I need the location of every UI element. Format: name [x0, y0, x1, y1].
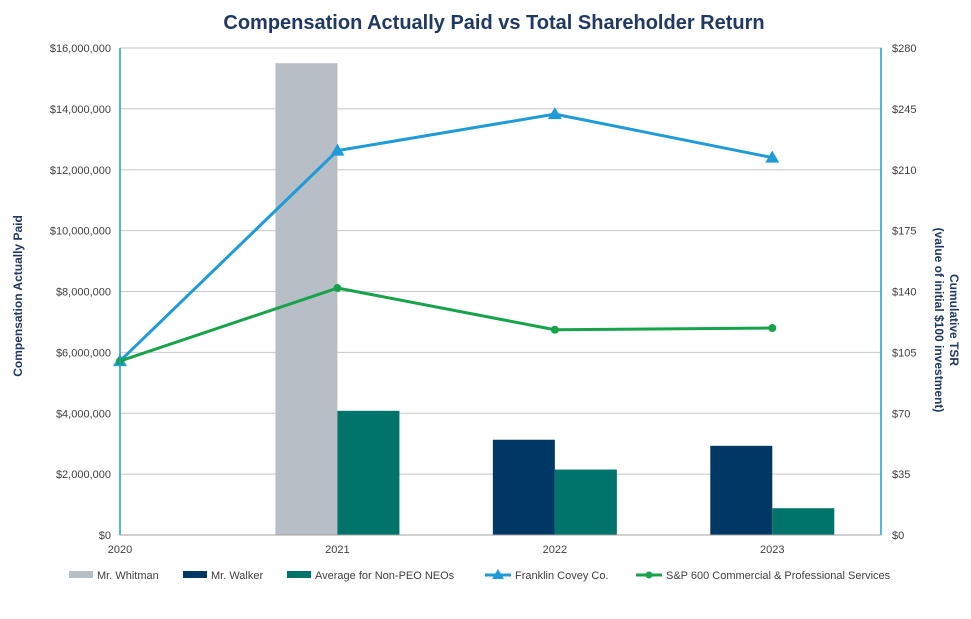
- x-tick-label: 2022: [543, 544, 567, 556]
- y-right-tick-label: $140: [892, 287, 916, 299]
- y-right-tick-label: $210: [892, 165, 916, 177]
- bars-group: [275, 63, 835, 535]
- legend-marker-triangle: [492, 569, 504, 579]
- y-right-tick-label: $35: [892, 469, 910, 481]
- y-right-tick-label: $245: [892, 104, 916, 116]
- legend: Mr. Whitman Mr. Walker Average for Non-PEO…: [69, 569, 891, 582]
- legend-swatch: [69, 571, 93, 578]
- chart-title: Compensation Actually Paid vs Total Shar…: [223, 12, 764, 34]
- bar-average-for-non-peo-neos: [772, 508, 835, 535]
- legend-label: S&P 600 Commercial & Professional Servic…: [666, 570, 891, 582]
- y-axis-right-label-line1: Cumulative TSR: [947, 274, 961, 366]
- bar-mr-walker: [492, 439, 555, 535]
- legend-label: Mr. Whitman: [97, 570, 159, 582]
- line-point-triangle: [765, 150, 780, 163]
- y-left-tick-label: $12,000,000: [50, 165, 111, 177]
- y-right-tick-label: $0: [892, 530, 904, 542]
- legend-swatch: [287, 571, 311, 578]
- y-left-tick-label: $4,000,000: [56, 408, 111, 420]
- line-point-triangle: [330, 143, 345, 156]
- y-axis-left-label: Compensation Actually Paid: [11, 215, 25, 377]
- line-point-circle: [333, 284, 342, 293]
- x-tick-label: 2020: [108, 544, 132, 556]
- line-point-circle: [768, 324, 777, 333]
- y-axis-right-label-line2: (value of initial $100 investment): [932, 228, 946, 413]
- y-left-tick-label: $10,000,000: [50, 226, 111, 238]
- y-right-tick-label: $70: [892, 408, 910, 420]
- line-franklin-covey-co-: [118, 112, 773, 363]
- x-tick-label: 2023: [760, 544, 784, 556]
- lines-group: [113, 107, 780, 367]
- y-right-tick-label: $105: [892, 347, 916, 359]
- y-left-tick-label: $2,000,000: [56, 469, 111, 481]
- line-s-p-600-commercial-professional-services: [119, 286, 773, 363]
- y-left-tick-label: $0: [99, 530, 111, 542]
- y-left-tick-label: $16,000,000: [50, 43, 111, 55]
- legend-label: Franklin Covey Co.: [515, 570, 609, 582]
- line-point-circle: [550, 325, 559, 334]
- y-left-tick-label: $14,000,000: [50, 104, 111, 116]
- legend-swatch: [183, 571, 207, 578]
- axes-group: $0 $0 $2,000,000 $35 $4,000,000 $70 $6,000,000…: [50, 43, 917, 556]
- x-tick-label: 2021: [325, 544, 349, 556]
- y-left-tick-label: $6,000,000: [56, 347, 111, 359]
- bar-mr-walker: [710, 445, 773, 535]
- legend-label: Mr. Walker: [211, 570, 263, 582]
- legend-label: Average for Non-PEO NEOs: [315, 570, 455, 582]
- bar-average-for-non-peo-neos: [554, 469, 617, 535]
- y-right-tick-label: $175: [892, 226, 916, 238]
- legend-marker-circle: [645, 571, 653, 579]
- bar-average-for-non-peo-neos: [337, 410, 400, 535]
- line-point-triangle: [547, 107, 562, 120]
- y-left-tick-label: $8,000,000: [56, 287, 111, 299]
- y-right-tick-label: $280: [892, 43, 916, 55]
